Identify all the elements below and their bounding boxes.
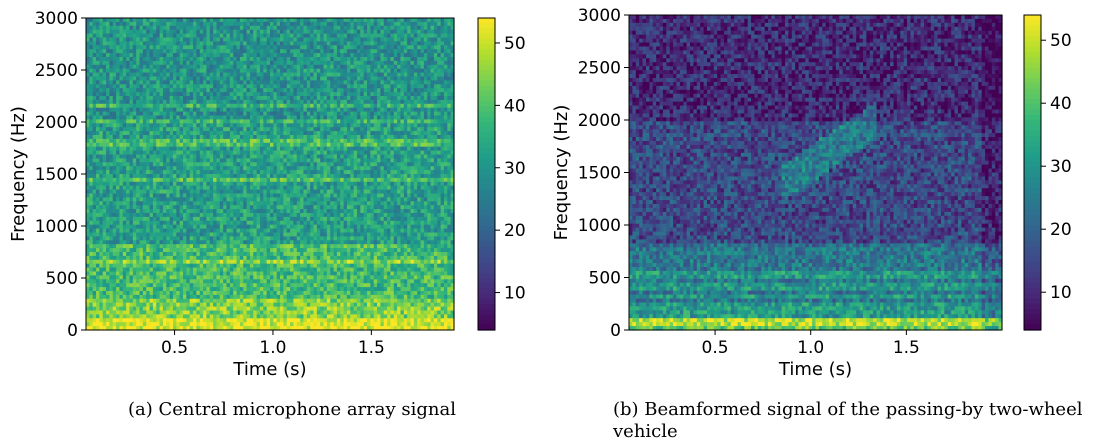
y-tick-label: 2000 — [578, 111, 621, 131]
y-tick-label: 1000 — [35, 217, 78, 237]
y-tick-label: 0 — [67, 321, 78, 341]
y-tick-label: 1000 — [578, 216, 621, 236]
y-tick-label: 1500 — [578, 164, 621, 184]
spectrogram — [86, 18, 455, 331]
caption-b: (b) Beamformed signal of the passing-by … — [613, 399, 1093, 443]
y-axis-label: Frequency (Hz) — [8, 106, 29, 242]
y-tick-label: 2500 — [578, 59, 621, 79]
colorbar-tick-label: 50 — [1050, 31, 1072, 51]
colorbar — [1024, 15, 1041, 331]
y-tick-label: 3000 — [578, 6, 621, 26]
x-tick-label: 1.5 — [893, 338, 920, 358]
y-tick-label: 500 — [46, 269, 78, 289]
x-tick-label: 1.0 — [259, 338, 286, 358]
y-tick-label: 500 — [589, 269, 621, 289]
colorbar-tick-label: 40 — [1050, 94, 1072, 114]
y-tick-label: 0 — [610, 321, 621, 341]
chart-a: 0 500 1000 1500 2000 2500 3000 0.5 1.0 1.5 Time (s… — [0, 0, 540, 400]
colorbar-tick-label: 30 — [504, 159, 526, 179]
x-tick-label: 0.5 — [161, 338, 188, 358]
colorbar-tick-label: 30 — [1050, 157, 1072, 177]
spectrogram — [629, 15, 1003, 331]
x-axis-label: Time (s) — [232, 359, 306, 380]
colorbar-tick-label: 40 — [504, 96, 526, 116]
colorbar-tick-label: 20 — [504, 221, 526, 241]
x-tick-label: 1.0 — [797, 338, 824, 358]
panel-a: 0 500 1000 1500 2000 2500 3000 0.5 1.0 1.5 Time (s… — [0, 0, 540, 442]
y-tick-label: 2000 — [35, 113, 78, 133]
x-axis-label: Time (s) — [778, 359, 852, 380]
y-axis-label: Frequency (Hz) — [551, 105, 572, 241]
colorbar-tick-label: 10 — [1050, 283, 1072, 303]
y-tick-label: 2500 — [35, 61, 78, 81]
chart-b: 0 500 1000 1500 2000 2500 3000 0.5 1.0 1.5 Time (s… — [545, 0, 1097, 400]
y-tick-label: 3000 — [35, 9, 78, 29]
colorbar — [478, 18, 495, 331]
x-tick-label: 1.5 — [358, 338, 385, 358]
x-tick-label: 0.5 — [702, 338, 729, 358]
colorbar-tick-label: 10 — [504, 284, 526, 304]
panel-b: 0 500 1000 1500 2000 2500 3000 0.5 1.0 1.5 Time (s… — [545, 0, 1097, 442]
colorbar-tick-label: 50 — [504, 34, 526, 54]
colorbar-tick-label: 20 — [1050, 220, 1072, 240]
y-tick-label: 1500 — [35, 165, 78, 185]
caption-a: (a) Central microphone array signal — [128, 399, 538, 421]
